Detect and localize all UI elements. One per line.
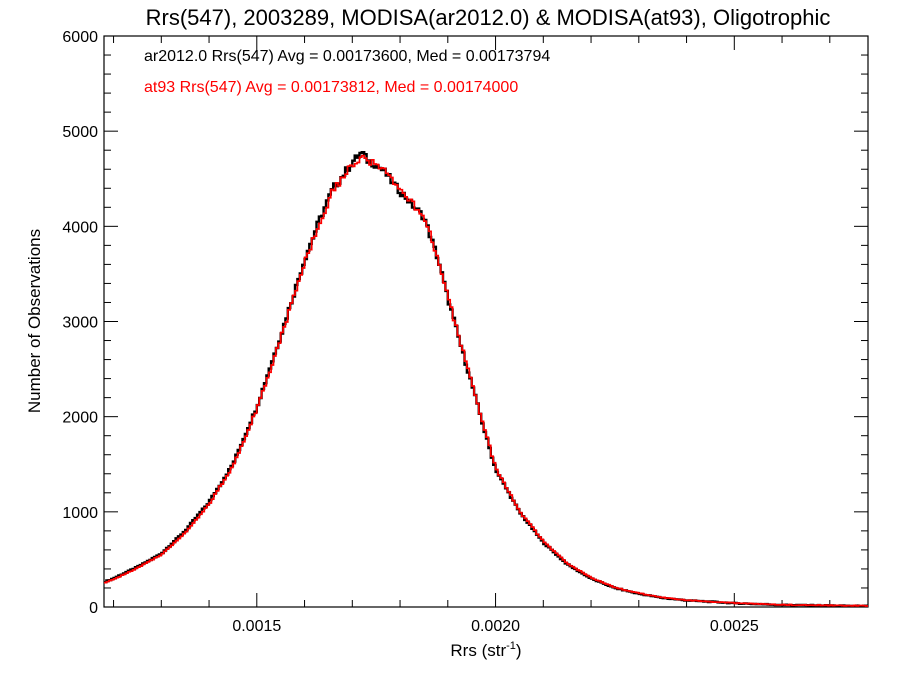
- x-axis-label-close: ): [516, 641, 522, 660]
- y-tick-label: 3000: [62, 315, 98, 332]
- series-line-1: [104, 154, 868, 607]
- x-axis-label-sup: -1: [506, 640, 516, 652]
- x-tick-label: 0.0025: [710, 618, 759, 635]
- y-tick-label: 0: [89, 600, 98, 617]
- x-axis-label: Rrs (str-1): [450, 640, 521, 660]
- x-tick-label: 0.0020: [471, 618, 520, 635]
- plot-frame: [103, 35, 869, 608]
- legend-entry-ar2012: ar2012.0 Rrs(547) Avg = 0.00173600, Med …: [144, 48, 550, 65]
- y-tick-label: 5000: [62, 124, 98, 141]
- chart-title: Rrs(547), 2003289, MODISA(ar2012.0) & MO…: [146, 5, 831, 30]
- series-line-0: [104, 151, 868, 608]
- x-tick-label: 0.0015: [232, 618, 281, 635]
- y-tick-label: 2000: [62, 410, 98, 427]
- y-tick-label: 4000: [62, 219, 98, 236]
- y-axis: 0 1000 2000 3000 4000 5000 6000: [62, 29, 868, 617]
- legend-entry-at93: at93 Rrs(547) Avg = 0.00173812, Med = 0.…: [144, 79, 518, 96]
- series-group: [104, 151, 868, 608]
- y-tick-label: 1000: [62, 505, 98, 522]
- y-tick-label: 6000: [62, 29, 98, 46]
- x-axis-label-main: Rrs (str: [450, 641, 506, 660]
- x-axis: 0.0015 0.0020 0.0025: [113, 36, 831, 635]
- y-axis-label: Number of Observations: [25, 229, 44, 413]
